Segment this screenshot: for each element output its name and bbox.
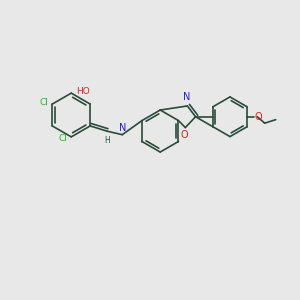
Text: O: O [180, 130, 188, 140]
Text: H: H [104, 136, 110, 145]
Text: N: N [118, 123, 126, 133]
Text: Cl: Cl [40, 98, 49, 107]
Text: Cl: Cl [59, 134, 68, 143]
Text: O: O [254, 112, 262, 122]
Text: HO: HO [76, 87, 90, 96]
Text: N: N [182, 92, 190, 103]
